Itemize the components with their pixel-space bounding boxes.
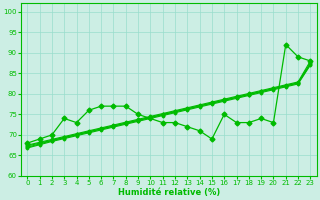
- X-axis label: Humidité relative (%): Humidité relative (%): [118, 188, 220, 197]
